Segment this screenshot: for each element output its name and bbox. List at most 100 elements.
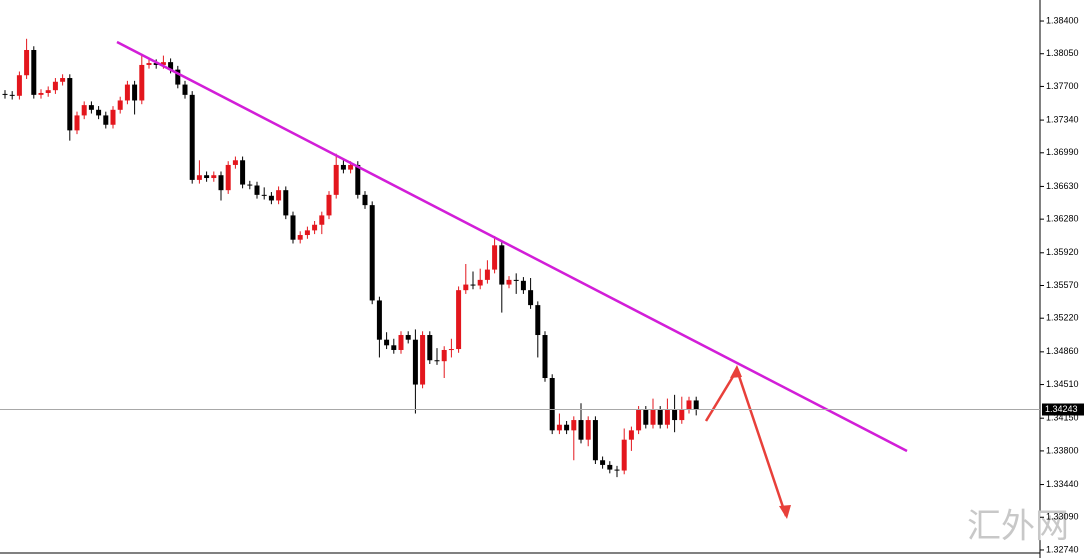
candle-body bbox=[621, 439, 627, 471]
candle-body bbox=[232, 160, 238, 165]
candle-body bbox=[391, 345, 397, 350]
candle-body bbox=[456, 290, 462, 350]
candle-body bbox=[60, 78, 66, 82]
watermark: 汇外网 bbox=[967, 507, 1069, 547]
candle-body bbox=[607, 464, 613, 470]
candle-body bbox=[283, 190, 289, 216]
candle-body bbox=[578, 420, 584, 440]
y-tick-label: 1.38400 bbox=[1046, 15, 1079, 25]
candle-body bbox=[384, 339, 390, 346]
candle-body bbox=[535, 305, 541, 336]
candle-body bbox=[182, 84, 188, 95]
candle-body bbox=[204, 175, 210, 179]
candle-body bbox=[571, 420, 577, 431]
candle-body bbox=[160, 62, 166, 65]
candle-body bbox=[499, 245, 505, 285]
candle-body bbox=[290, 215, 296, 240]
candle-body bbox=[254, 185, 260, 195]
candle-body bbox=[628, 430, 634, 440]
candle-body bbox=[492, 245, 498, 270]
candle-body bbox=[168, 62, 174, 70]
candle-body bbox=[564, 424, 570, 431]
candle-body bbox=[585, 420, 591, 440]
y-tick-label: 1.34150 bbox=[1046, 413, 1079, 423]
candle-body bbox=[240, 160, 246, 185]
candle-body bbox=[664, 409, 670, 425]
candle-body bbox=[463, 284, 469, 291]
candle-body bbox=[132, 84, 138, 101]
candle-body bbox=[268, 195, 274, 201]
candle-body bbox=[276, 190, 282, 201]
candle-body bbox=[636, 409, 642, 431]
candle-body bbox=[117, 100, 123, 110]
candle-body bbox=[24, 49, 30, 76]
y-tick-label: 1.32740 bbox=[1046, 544, 1079, 554]
candle-body bbox=[448, 349, 454, 351]
trend-line bbox=[116, 40, 908, 453]
y-tick-label: 1.35920 bbox=[1046, 247, 1079, 257]
candle-body bbox=[484, 269, 490, 280]
candle-body bbox=[600, 460, 606, 465]
candle-body bbox=[420, 335, 426, 385]
y-tick-label: 1.36280 bbox=[1046, 214, 1079, 224]
candle-body bbox=[470, 284, 476, 286]
y-tick-label: 1.36990 bbox=[1046, 147, 1079, 157]
candle-body bbox=[528, 290, 534, 306]
candle-body bbox=[88, 105, 94, 110]
candle-body bbox=[405, 335, 411, 340]
candle-body bbox=[355, 164, 361, 195]
y-tick-label: 1.33090 bbox=[1046, 512, 1079, 522]
candle-body bbox=[506, 279, 512, 285]
candle-body bbox=[542, 335, 548, 379]
candle-body bbox=[412, 339, 418, 385]
y-tick-label: 1.33800 bbox=[1046, 445, 1079, 455]
candle-body bbox=[189, 94, 195, 180]
candle-body bbox=[427, 335, 433, 361]
candle-body bbox=[153, 63, 159, 65]
candle-body bbox=[434, 360, 440, 362]
candle-body bbox=[31, 49, 37, 95]
candle-body bbox=[218, 175, 224, 191]
candle-body bbox=[247, 184, 253, 186]
candle-body bbox=[592, 420, 598, 461]
candle-body bbox=[549, 378, 555, 431]
arrow-head bbox=[779, 505, 791, 519]
candle-body bbox=[81, 105, 87, 116]
y-tick-label: 1.36630 bbox=[1046, 181, 1079, 191]
candle-body bbox=[16, 75, 22, 96]
y-tick-label: 1.35220 bbox=[1046, 313, 1079, 323]
last-price-label: 1.34243 bbox=[1045, 404, 1078, 414]
candle-body bbox=[103, 115, 109, 125]
candle-body bbox=[362, 194, 368, 206]
candle-body bbox=[326, 194, 332, 216]
candle-body bbox=[225, 164, 231, 191]
candle-body bbox=[333, 164, 339, 195]
candle-body bbox=[679, 409, 685, 421]
candle-body bbox=[376, 300, 382, 340]
candle-body bbox=[643, 409, 649, 425]
arrow-head bbox=[730, 365, 742, 378]
candle-body bbox=[297, 235, 303, 240]
plot bbox=[2, 38, 699, 478]
y-tick-label: 1.33440 bbox=[1046, 479, 1079, 489]
candle-body bbox=[304, 230, 310, 236]
candle-body bbox=[348, 164, 354, 170]
candle-body bbox=[139, 64, 145, 101]
candle-body bbox=[261, 194, 267, 196]
candle-body bbox=[124, 84, 130, 101]
candle-body bbox=[650, 409, 656, 425]
candle-body bbox=[686, 400, 692, 410]
candle-body bbox=[513, 279, 519, 281]
candle-body bbox=[672, 409, 678, 421]
candle-body bbox=[9, 94, 15, 96]
candle-body bbox=[67, 78, 73, 131]
candle-body bbox=[2, 93, 8, 95]
y-tick-label: 1.34860 bbox=[1046, 346, 1079, 356]
y-tick-label: 1.37340 bbox=[1046, 114, 1079, 124]
y-tick-label: 1.38050 bbox=[1046, 48, 1079, 58]
candle-body bbox=[614, 469, 620, 471]
y-tick-label: 1.37700 bbox=[1046, 81, 1079, 91]
last-price-box bbox=[1042, 403, 1084, 416]
